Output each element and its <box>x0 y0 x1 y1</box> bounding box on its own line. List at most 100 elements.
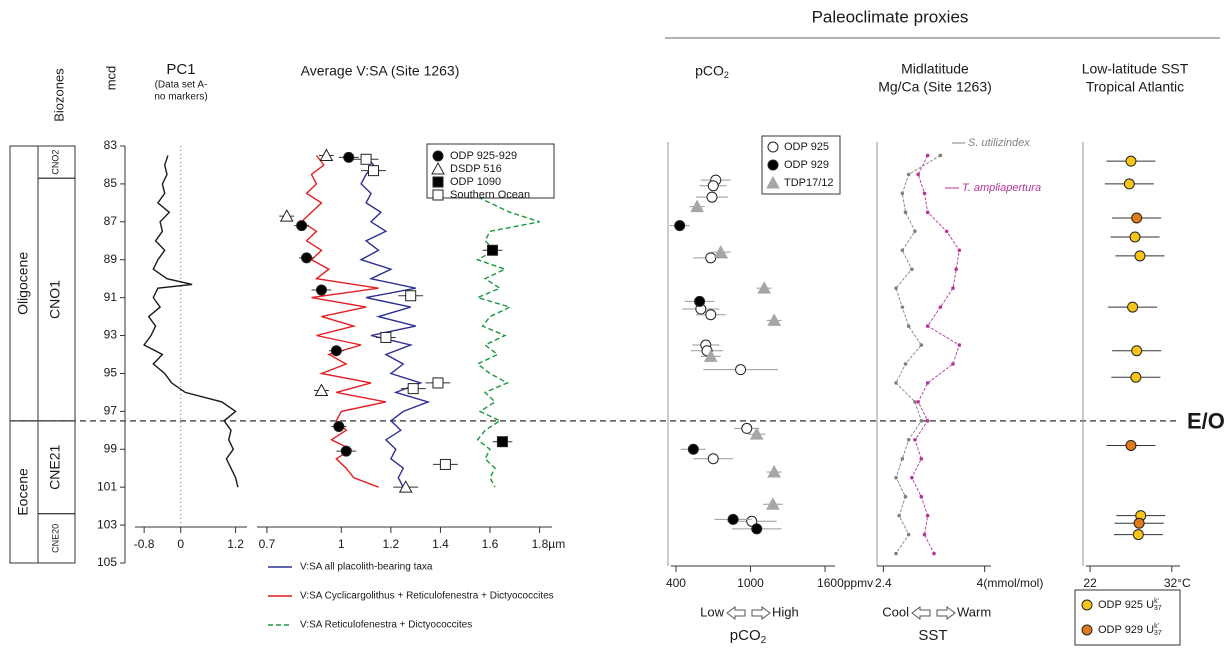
scale-label-high: High <box>772 604 799 619</box>
series-line <box>895 155 941 554</box>
bottom-label: SST <box>918 627 947 644</box>
data-point <box>314 383 329 397</box>
zone-label: CNE20 <box>50 524 60 553</box>
data-point <box>487 244 499 256</box>
series-dot <box>913 400 917 404</box>
data-point <box>1125 439 1137 451</box>
depth-tick-label: 85 <box>104 176 118 190</box>
series-line <box>911 155 960 554</box>
arrow-left <box>726 606 746 620</box>
data-point <box>713 245 728 258</box>
data-point <box>1133 517 1145 529</box>
series-line <box>359 155 431 488</box>
series-dot <box>903 494 908 499</box>
series-dot <box>932 551 936 556</box>
series-dot <box>922 191 927 196</box>
data-point <box>1131 212 1143 224</box>
arrow-right <box>936 606 956 620</box>
series-dot <box>922 532 927 537</box>
legend-label: ODP 929 Uk' 37 <box>1098 623 1162 637</box>
panel-title: Low-latitude SST <box>1082 61 1189 77</box>
data-point <box>687 443 699 455</box>
series-dot <box>903 210 908 215</box>
data-point <box>727 513 739 525</box>
data-point <box>1130 371 1142 383</box>
legend-label: ODP 925 Uk' 37 <box>1098 598 1162 612</box>
depth-tick-label: 101 <box>97 479 117 493</box>
data-point <box>746 515 758 527</box>
legend-label-sup: k' <box>1154 623 1159 630</box>
series-dot <box>925 153 930 158</box>
x-tick-label: 32°C <box>1164 576 1191 590</box>
panel-title: PC1 <box>166 61 195 78</box>
series-dot <box>919 343 924 347</box>
series-dot <box>919 456 924 461</box>
series-dot <box>957 248 962 253</box>
x-tick-label: 0 <box>177 537 184 551</box>
series-dot <box>925 419 930 423</box>
x-tick-label: 1600ppmv <box>817 576 873 590</box>
epoch-label: Eocene <box>15 468 31 516</box>
data-point <box>432 377 444 389</box>
data-point <box>707 453 719 465</box>
panel-title: (Data set A- <box>155 80 208 91</box>
depth-tick-label: 103 <box>97 517 117 531</box>
legend-label: TDP17/12 <box>784 177 834 189</box>
series-dot <box>944 229 949 234</box>
panel-title-sub: 2 <box>724 70 729 80</box>
series-line <box>143 155 239 488</box>
series-line <box>300 155 387 488</box>
series-dot <box>957 343 962 347</box>
x-tick-label: 1.8µm <box>532 537 566 551</box>
data-point <box>368 165 380 177</box>
legend-label-sub: 37 <box>1154 605 1162 612</box>
legend-marker <box>767 159 779 171</box>
data-point <box>735 364 747 376</box>
panel-title: Midlatitude <box>901 61 969 77</box>
data-point <box>343 151 355 163</box>
panel-title: Average V:SA (Site 1263) <box>301 63 460 79</box>
data-point <box>706 191 718 203</box>
legend-marker <box>431 161 445 175</box>
depth-tick-label: 97 <box>104 404 118 418</box>
data-point <box>741 422 753 434</box>
series-dot <box>938 153 943 158</box>
depth-tick-label: 91 <box>104 290 118 304</box>
epoch-label: Oligocene <box>15 252 31 315</box>
depth-tick-label: 99 <box>104 441 118 455</box>
data-point <box>766 497 780 510</box>
data-point <box>674 220 686 232</box>
data-point <box>767 313 781 326</box>
zone-label: CNE21 <box>47 445 63 490</box>
data-point <box>1123 178 1135 190</box>
depth-tick-label: 87 <box>104 214 118 228</box>
x-tick-label: 1.2 <box>227 537 244 551</box>
legend-marker <box>432 150 444 162</box>
data-point <box>1134 250 1146 262</box>
depth-tick-label: 95 <box>104 366 118 380</box>
data-point <box>405 290 417 302</box>
scale-label-high: Warm <box>957 604 991 619</box>
data-point <box>319 148 334 161</box>
legend-box <box>426 143 555 199</box>
x-tick-label: 2.4 <box>875 576 892 590</box>
legend-marker <box>767 141 779 153</box>
legend-label: ODP 1090 <box>450 176 501 188</box>
data-point <box>1132 529 1144 541</box>
zone-box <box>37 513 76 564</box>
legend-marker <box>432 176 444 188</box>
series-dot <box>906 324 911 328</box>
panel-title: Tropical Atlantic <box>1086 79 1184 95</box>
series-annotation: S. utilizindex <box>968 137 1030 149</box>
x-tick-label: 400 <box>666 576 686 590</box>
x-tick-label: 1000 <box>737 576 764 590</box>
x-tick-label: -0.8 <box>134 537 155 551</box>
data-point <box>330 345 342 357</box>
bottom-label: pCO2 <box>730 627 767 646</box>
series-dot <box>894 381 898 385</box>
series-dot <box>954 267 958 272</box>
series-dot <box>906 437 911 442</box>
panel-title: pCO2 <box>695 63 729 81</box>
depth-tick-label: 83 <box>104 138 118 152</box>
data-point <box>439 458 451 470</box>
